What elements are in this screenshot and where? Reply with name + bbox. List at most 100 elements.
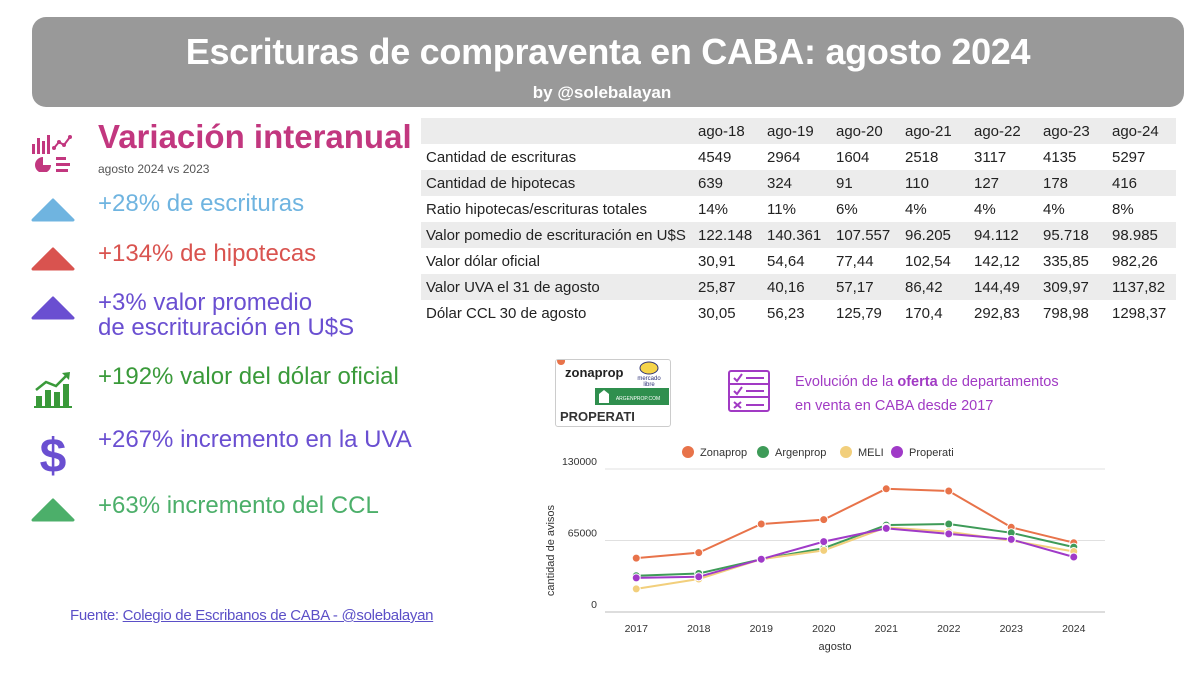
table-cell: 77,44: [836, 252, 874, 270]
table-cell: 4%: [1043, 200, 1065, 218]
y-tick-label: 65000: [568, 528, 597, 540]
mercadolibre-logo-icon: [639, 361, 659, 375]
table-cell: 11%: [767, 200, 796, 218]
mercadolibre-label-2: libre: [643, 382, 655, 388]
page-title: Escrituras de compraventa en CABA: agost…: [185, 31, 1031, 72]
table-row: Valor dólar oficial 30,91 54,64 77,44 10…: [421, 248, 1176, 274]
table-cell: 4549: [698, 148, 732, 166]
table-row: Valor UVA el 31 de agosto 25,87 40,16 57…: [421, 274, 1176, 300]
data-point-properati: [819, 537, 829, 547]
zonaprop-logo: zonaprop: [565, 365, 624, 380]
table-cell: Cantidad de hipotecas: [426, 174, 576, 192]
argenprop-logo: [595, 388, 669, 405]
data-point-properati: [1006, 534, 1016, 544]
table-cell: 4135: [1043, 148, 1077, 166]
table-cell: 94.112: [974, 226, 1019, 244]
x-tick-label: 2017: [625, 623, 649, 635]
dollar-sign-icon: $: [40, 430, 67, 478]
table-cell: 1604: [836, 148, 870, 166]
table-header-cell: ago-23: [1043, 122, 1090, 140]
table-row: Ratio hipotecas/escrituras totales 14% 1…: [421, 196, 1176, 222]
table-cell: 30,05: [698, 304, 736, 322]
x-tick-label: 2019: [750, 623, 774, 635]
table-cell: 2964: [767, 148, 801, 166]
table-cell: 95.718: [1043, 226, 1089, 244]
table-cell: 292,83: [974, 304, 1020, 322]
evolution-line1-pre: Evolución de la: [795, 374, 898, 390]
table-cell: Valor UVA el 31 de agosto: [426, 278, 600, 296]
table-header-cell: ago-19: [767, 122, 814, 140]
legend-marker-zonaprop: [682, 446, 694, 458]
table-header-row: ago-18 ago-19 ago-20 ago-21 ago-22 ago-2…: [421, 118, 1176, 144]
triangle-up-icon: [31, 247, 75, 271]
series-line-properati: [636, 527, 1075, 579]
table-cell: 324: [767, 174, 793, 192]
stat-valor-promedio-line1: +3% valor promedio: [98, 289, 313, 316]
data-point-zonaprop: [694, 548, 704, 558]
table-cell: 110: [905, 174, 929, 192]
x-tick-label: 2018: [687, 623, 711, 635]
table-cell: 125,79: [836, 304, 882, 322]
legend-label-properati: Properati: [909, 447, 954, 459]
table-cell: 1137,82: [1112, 278, 1166, 296]
y-tick-label: 0: [591, 599, 597, 611]
table-cell: 798,98: [1043, 304, 1089, 322]
table-cell: 96.205: [905, 226, 951, 244]
source-note: Fuente: Colegio de Escribanos de CABA - …: [70, 607, 433, 624]
table-cell: 309,97: [1043, 278, 1089, 296]
data-point-zonaprop: [819, 515, 829, 525]
table-cell: 5297: [1112, 148, 1146, 166]
data-point-argenprop: [944, 519, 954, 529]
stat-hipotecas: +134% de hipotecas: [98, 240, 317, 267]
data-point-zonaprop: [631, 553, 641, 563]
growth-bar-chart-icon: [34, 372, 72, 408]
table-cell: 6%: [836, 200, 858, 218]
portals-logo-box: zonaprop mercado libre ARGENPROP.COM PRO…: [555, 357, 671, 427]
x-tick-label: 2024: [1062, 623, 1086, 635]
evolution-line1: Evolución de la oferta de departamentos: [795, 370, 1059, 394]
portals-logos: zonaprop mercado libre ARGENPROP.COM PRO…: [557, 357, 669, 425]
table-cell: 122.148: [698, 226, 753, 244]
table-cell: 8%: [1112, 200, 1134, 218]
data-point-properati: [881, 523, 891, 533]
x-tick-label: 2022: [937, 623, 961, 635]
stat-valor-promedio-line2: de escrituración en U$S: [98, 314, 355, 341]
byline: by @solebalayan: [532, 83, 672, 102]
table-cell: 102,54: [905, 252, 951, 270]
table-row: Cantidad de escrituras 4549 2964 1604 25…: [421, 144, 1176, 170]
data-table: ago-18 ago-19 ago-20 ago-21 ago-22 ago-2…: [421, 118, 1176, 326]
x-axis-label: agosto: [818, 641, 851, 653]
argenprop-house-icon: [599, 390, 609, 403]
source-link[interactable]: Colegio de Escribanos de CABA - @solebal…: [122, 607, 434, 624]
triangle-up-icon: [31, 198, 75, 222]
table-header-cell: [421, 118, 693, 144]
stat-escrituras: +28% de escrituras: [98, 190, 305, 217]
svg-text:$: $: [40, 430, 67, 478]
table-cell: 170,4: [905, 304, 943, 322]
data-point-meli: [631, 584, 641, 594]
y-axis-label: cantidad de avisos: [545, 504, 557, 596]
table-header-cell: ago-22: [974, 122, 1021, 140]
argenprop-label: ARGENPROP.COM: [616, 396, 660, 402]
checklist-icon: [728, 370, 770, 412]
table-cell: 4%: [905, 200, 927, 218]
table-cell: 107.557: [836, 226, 891, 244]
legend-marker-properati: [891, 446, 903, 458]
evolution-heading: Evolución de la oferta de departamentos …: [795, 370, 1059, 418]
evolution-line1-bold: oferta: [897, 374, 938, 390]
table-cell: Cantidad de escrituras: [426, 148, 577, 166]
legend-label-argenprop: Argenprop: [775, 447, 826, 459]
stat-valor-promedio: +3% valor promedio de escrituración en U…: [98, 290, 354, 340]
triangle-up-icon: [31, 498, 75, 522]
stat-uva: +267% incremento en la UVA: [98, 426, 412, 453]
evolution-line2: en venta en CABA desde 2017: [795, 398, 994, 414]
legend-marker-argenprop: [757, 446, 769, 458]
table-header-cell: ago-24: [1112, 122, 1159, 140]
data-point-properati: [631, 573, 641, 583]
data-point-meli: [819, 545, 829, 555]
table-cell: 142,12: [974, 252, 1020, 270]
table-header-cell: ago-20: [836, 122, 883, 140]
table-cell: 25,87: [698, 278, 736, 296]
data-point-properati: [756, 554, 766, 564]
header-banner: Escrituras de compraventa en CABA: agost…: [32, 17, 1184, 107]
